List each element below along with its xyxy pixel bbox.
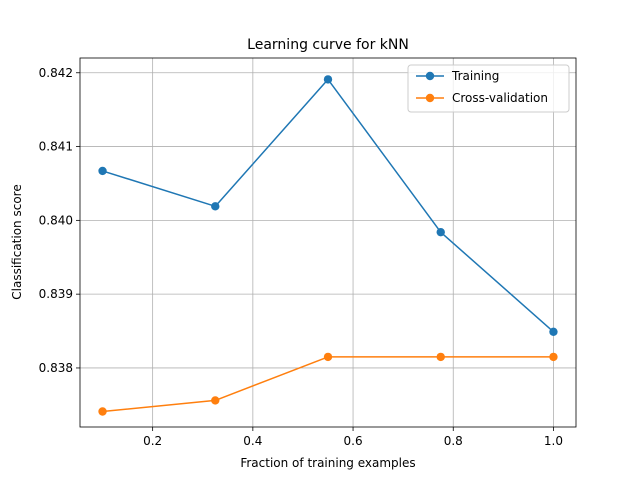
training-point: [323, 75, 333, 84]
x-axis-label: Fraction of training examples: [240, 456, 415, 470]
chart-title: Learning curve for kNN: [247, 37, 409, 53]
legend-box: [407, 64, 570, 113]
x-tick-label: 0.4: [243, 434, 262, 448]
x-tick-label: 0.2: [143, 434, 162, 448]
legend-cross-validation-marker: [425, 93, 435, 103]
y-tick-label: 0.838: [39, 361, 73, 375]
y-tick-label: 0.841: [39, 140, 73, 154]
x-tick-label: 0.8: [444, 434, 463, 448]
cross-validation-line: [102, 356, 554, 413]
training-point: [98, 166, 107, 176]
legend-training-marker: [425, 71, 435, 81]
legend-cross-validation-label: Cross-validation: [452, 91, 548, 105]
training-point: [211, 202, 220, 211]
y-axis: 0.838 0.839 0.840 0.841 0.842: [39, 66, 80, 375]
legend: Training Cross-validation: [407, 64, 570, 113]
y-tick-label: 0.842: [39, 66, 73, 80]
y-axis-label: Classification score: [10, 184, 24, 299]
x-tick-label: 0.6: [344, 434, 363, 448]
x-axis: 0.2 0.4 0.6 0.8 1.0: [143, 427, 563, 448]
series-layer: [98, 75, 558, 416]
legend-training-label: Training: [451, 69, 499, 83]
training-point: [436, 227, 445, 237]
x-tick-label: 1.0: [544, 434, 563, 448]
plot-frame: [79, 57, 577, 428]
y-tick-label: 0.840: [39, 213, 73, 227]
grid: [80, 58, 576, 427]
cross-validation-point: [323, 352, 333, 362]
training-point: [549, 327, 558, 336]
cross-validation-point: [436, 352, 445, 362]
cross-validation-point: [549, 352, 558, 362]
cross-validation-point: [98, 407, 107, 416]
cross-validation-point: [211, 396, 220, 405]
y-tick-label: 0.839: [39, 287, 73, 301]
